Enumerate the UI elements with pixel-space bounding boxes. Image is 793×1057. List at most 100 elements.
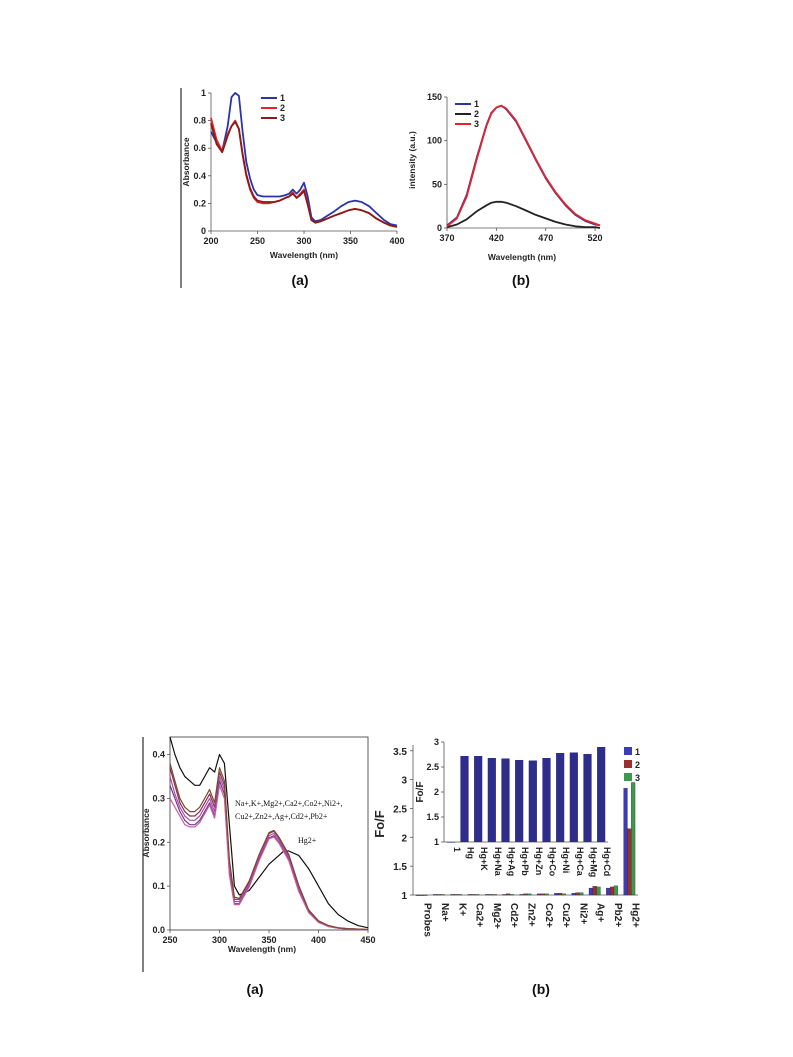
series-line-1 [210,92,398,227]
bar-Probes-1 [415,894,420,896]
y-tick-label: 0.4 [193,171,206,181]
x-tick-label: Zn2+ [526,903,537,927]
x-tick-label: 400 [389,236,404,246]
bar-Ca2+-2 [471,894,476,896]
y-tick-label: 0 [201,226,206,236]
inset-x-tick-label: Hg+Na [493,847,503,877]
bar-Zn2+-3 [527,893,532,896]
y-axis-label: Absorbance [141,808,151,857]
inset-x-tick-label: 1 [452,847,462,852]
inset-bar-1 [446,842,455,843]
x-tick-label: Co2+ [543,903,554,928]
caption-bottom-b: (b) [532,981,550,997]
x-axis-label: Wavelength (nm) [488,252,556,262]
bar-Probes-3 [423,894,428,896]
chart-top-b: 370 420 470 520 0 50 100 150 Wavelength (nm) in… [407,92,603,288]
legend: 123 [455,99,479,129]
inset-x-tick-label: Hg+Co [548,847,558,877]
inset-bar-Hg+Cd [597,747,606,842]
inset-bar-Hg+Na [487,758,496,842]
x-tick-label: 300 [296,236,311,246]
x-tick-label: K+ [456,903,467,916]
x-tick-label: 350 [261,935,276,945]
x-tick-label: 300 [212,935,227,945]
legend-label: 3 [280,113,285,123]
series-line-3 [210,121,398,228]
y-tick-label: 0.3 [152,793,165,803]
legend-swatch [624,747,632,755]
bar-Mg2+-1 [485,894,490,896]
x-tick-label: 520 [588,233,603,243]
bar-Ni2+-3 [579,892,584,896]
caption-top-b: (b) [512,272,530,288]
bar-Cd2+-1 [502,894,507,896]
legend-label: 1 [474,99,479,109]
inset-bar-Hg+Mg [583,754,592,842]
x-tick-label: Pb2+ [612,903,623,927]
y-tick-label: 1 [201,88,206,98]
bar-Cd2+-2 [506,893,511,896]
inset-x-tick-label: Hg+Ca [575,847,585,877]
legend-label: 1 [280,93,285,103]
y-tick-label: 3.5 [393,747,407,758]
x-tick-label: Cd2+ [508,903,519,928]
bar-Ag+-3 [596,886,601,896]
bar-Pb2+-1 [606,887,611,896]
bar-K+-3 [458,894,463,896]
series-line-2 [446,200,601,229]
x-tick-label: 250 [162,935,177,945]
legend-label: 2 [280,103,285,113]
y-axis-label: Fo/F [372,810,387,837]
y-tick-label: 0.2 [193,198,206,208]
bar-Na+-1 [433,894,438,896]
inset-y-tick-label: 3 [434,737,439,747]
tick-labels: 250 300 350 400 450 0.0 0.1 0.2 0.3 0.4 [152,750,375,945]
x-tick-label: Na+ [439,903,450,922]
y-tick-label: 0 [437,223,442,233]
bar-Na+-2 [436,894,442,896]
inset-y-tick-label: 2 [434,787,439,797]
inset-x-tick-label: Hg [466,847,476,859]
annotation-metals-line2: Cu2+,Zn2+,Ag+,Cd2+,Pb2+ [235,812,328,821]
y-tick-label: 2.5 [393,804,407,815]
y-tick-label: 1.5 [393,862,407,873]
x-axis-label: Wavelength (nm) [270,250,338,260]
y-tick-label: 3 [401,776,407,787]
legend-label: 1 [635,747,640,757]
x-tick-label: Probes [422,903,433,937]
chart-top-a: 200 250 300 350 400 0 0.2 0.4 0.6 0.8 1 Wavelength… [181,88,405,288]
bar-Ca2+-1 [467,894,472,896]
bars [415,782,636,896]
series-line-m4 [169,784,368,931]
bar-Cu2+-1 [554,893,559,896]
inset-bar-Hg [460,756,469,842]
annotation-metals-line1: Na+,K+,Mg2+,Ca2+,Co2+,Ni2+, [235,799,343,808]
x-tick-label: 450 [360,935,375,945]
bar-Zn2+-2 [523,893,528,896]
bar-Ni2+-1 [571,893,576,896]
legend-label: 2 [635,760,640,770]
tick-labels: 1 1.5 2 2.5 3 3.5 Probes Na+ K+ Ca2+ Mg2+ Cd2+ Zn2+ C… [393,747,640,938]
inset-y-tick-label: 2.5 [426,762,439,772]
y-tick-label: 50 [432,179,442,189]
chart-bottom-b: 1 1.5 2 2.5 3 3.5 Probes Na+ K+ Ca2+ Mg2+ Cd2+ Zn2+ C… [372,737,640,997]
legend-label: 2 [474,109,479,119]
y-tick-label: 0.6 [193,143,206,153]
series-lines [446,104,601,229]
inset-bar-Hg+Pb [515,760,524,842]
y-tick-label: 100 [427,136,442,146]
inset-bar-Hg+Ag [501,758,510,842]
x-tick-label: Ag+ [595,903,606,922]
legend-label: 3 [474,119,479,129]
inset-bar-Hg+Ni [556,753,565,842]
y-tick-label: 2 [401,833,407,844]
bar-Hg2+-2 [627,828,632,896]
inset-bar-Hg+Co [542,758,551,842]
x-tick-label: 420 [489,233,504,243]
series-line-m5 [169,763,369,931]
bar-Ni2+-2 [575,892,580,896]
bar-Na+-3 [440,894,445,896]
series-lines [210,92,398,228]
bar-Co2+-2 [540,893,545,896]
